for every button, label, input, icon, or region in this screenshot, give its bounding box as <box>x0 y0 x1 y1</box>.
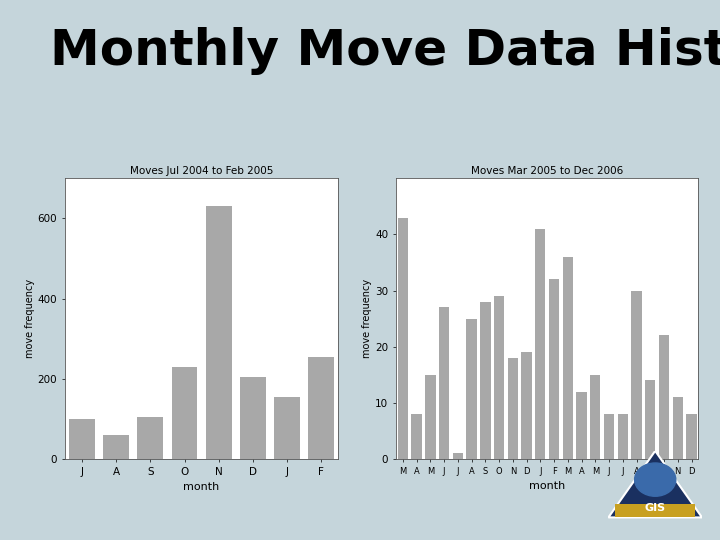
Bar <box>631 291 642 459</box>
X-axis label: month: month <box>184 482 220 492</box>
Bar <box>535 229 546 459</box>
Bar <box>494 296 504 459</box>
Y-axis label: move frequency: move frequency <box>24 279 35 358</box>
Bar <box>274 397 300 459</box>
FancyBboxPatch shape <box>615 504 696 517</box>
Y-axis label: move frequency: move frequency <box>362 279 372 358</box>
Text: GIS: GIS <box>644 503 666 513</box>
Text: Monthly Move Data Histograms: Monthly Move Data Histograms <box>50 27 720 75</box>
Bar <box>308 357 334 459</box>
Bar <box>467 319 477 459</box>
Bar <box>562 257 573 459</box>
Circle shape <box>634 463 676 496</box>
Bar <box>453 454 463 459</box>
Bar <box>645 380 655 459</box>
Bar <box>480 302 490 459</box>
Bar <box>686 414 697 459</box>
Bar <box>171 367 197 459</box>
Bar <box>411 414 422 459</box>
Title: Moves Jul 2004 to Feb 2005: Moves Jul 2004 to Feb 2005 <box>130 166 274 176</box>
Bar <box>659 335 669 459</box>
Bar <box>103 435 129 459</box>
Bar <box>672 397 683 459</box>
Title: Moves Mar 2005 to Dec 2006: Moves Mar 2005 to Dec 2006 <box>471 166 624 176</box>
Bar <box>69 419 95 459</box>
Bar <box>397 218 408 459</box>
Bar <box>577 392 587 459</box>
Bar <box>138 417 163 459</box>
Polygon shape <box>608 451 702 517</box>
Bar <box>439 307 449 459</box>
Bar <box>240 377 266 459</box>
Bar <box>521 352 532 459</box>
Bar <box>426 375 436 459</box>
Bar <box>618 414 628 459</box>
Bar <box>604 414 614 459</box>
Bar <box>590 375 600 459</box>
Bar <box>549 279 559 459</box>
Bar <box>206 206 232 459</box>
X-axis label: month: month <box>529 481 565 491</box>
Bar <box>508 358 518 459</box>
